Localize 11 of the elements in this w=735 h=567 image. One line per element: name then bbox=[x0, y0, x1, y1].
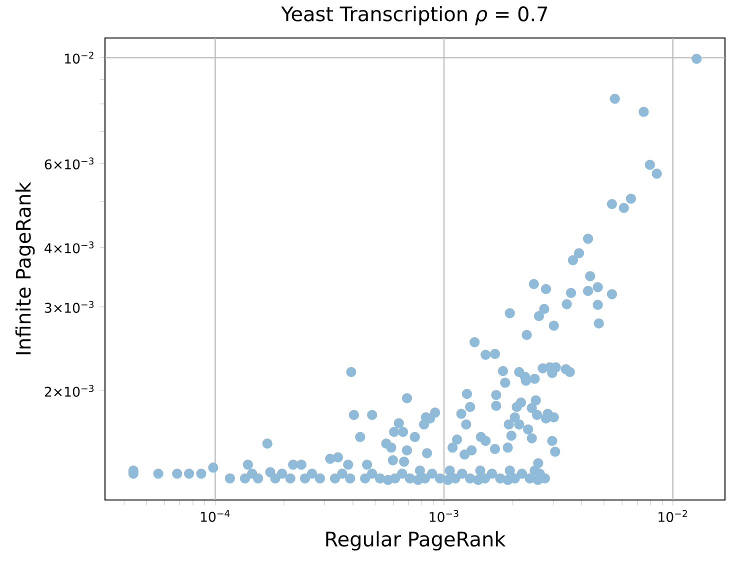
y-tick-label: 10$^{−2}$ bbox=[65, 52, 94, 64]
y-axis-title: Infinite PageRank bbox=[15, 182, 35, 354]
chart-title: Yeast Transcription ρ = 0.7 bbox=[281, 6, 548, 26]
x-tick-label: 10$^{−4}$ bbox=[200, 510, 230, 522]
y-tick-label: 6×10$^{−3}$ bbox=[44, 157, 94, 170]
y-tick-label: 2×10$^{−3}$ bbox=[44, 384, 94, 397]
x-tick-label: 10$^{−2}$ bbox=[658, 510, 687, 522]
x-axis-title: Regular PageRank bbox=[326, 531, 506, 551]
y-tick-label: 3×10$^{−3}$ bbox=[44, 300, 94, 313]
x-tick-label: 10$^{−3}$ bbox=[430, 510, 458, 522]
y-tick-label: 4×10$^{−3}$ bbox=[44, 241, 94, 254]
